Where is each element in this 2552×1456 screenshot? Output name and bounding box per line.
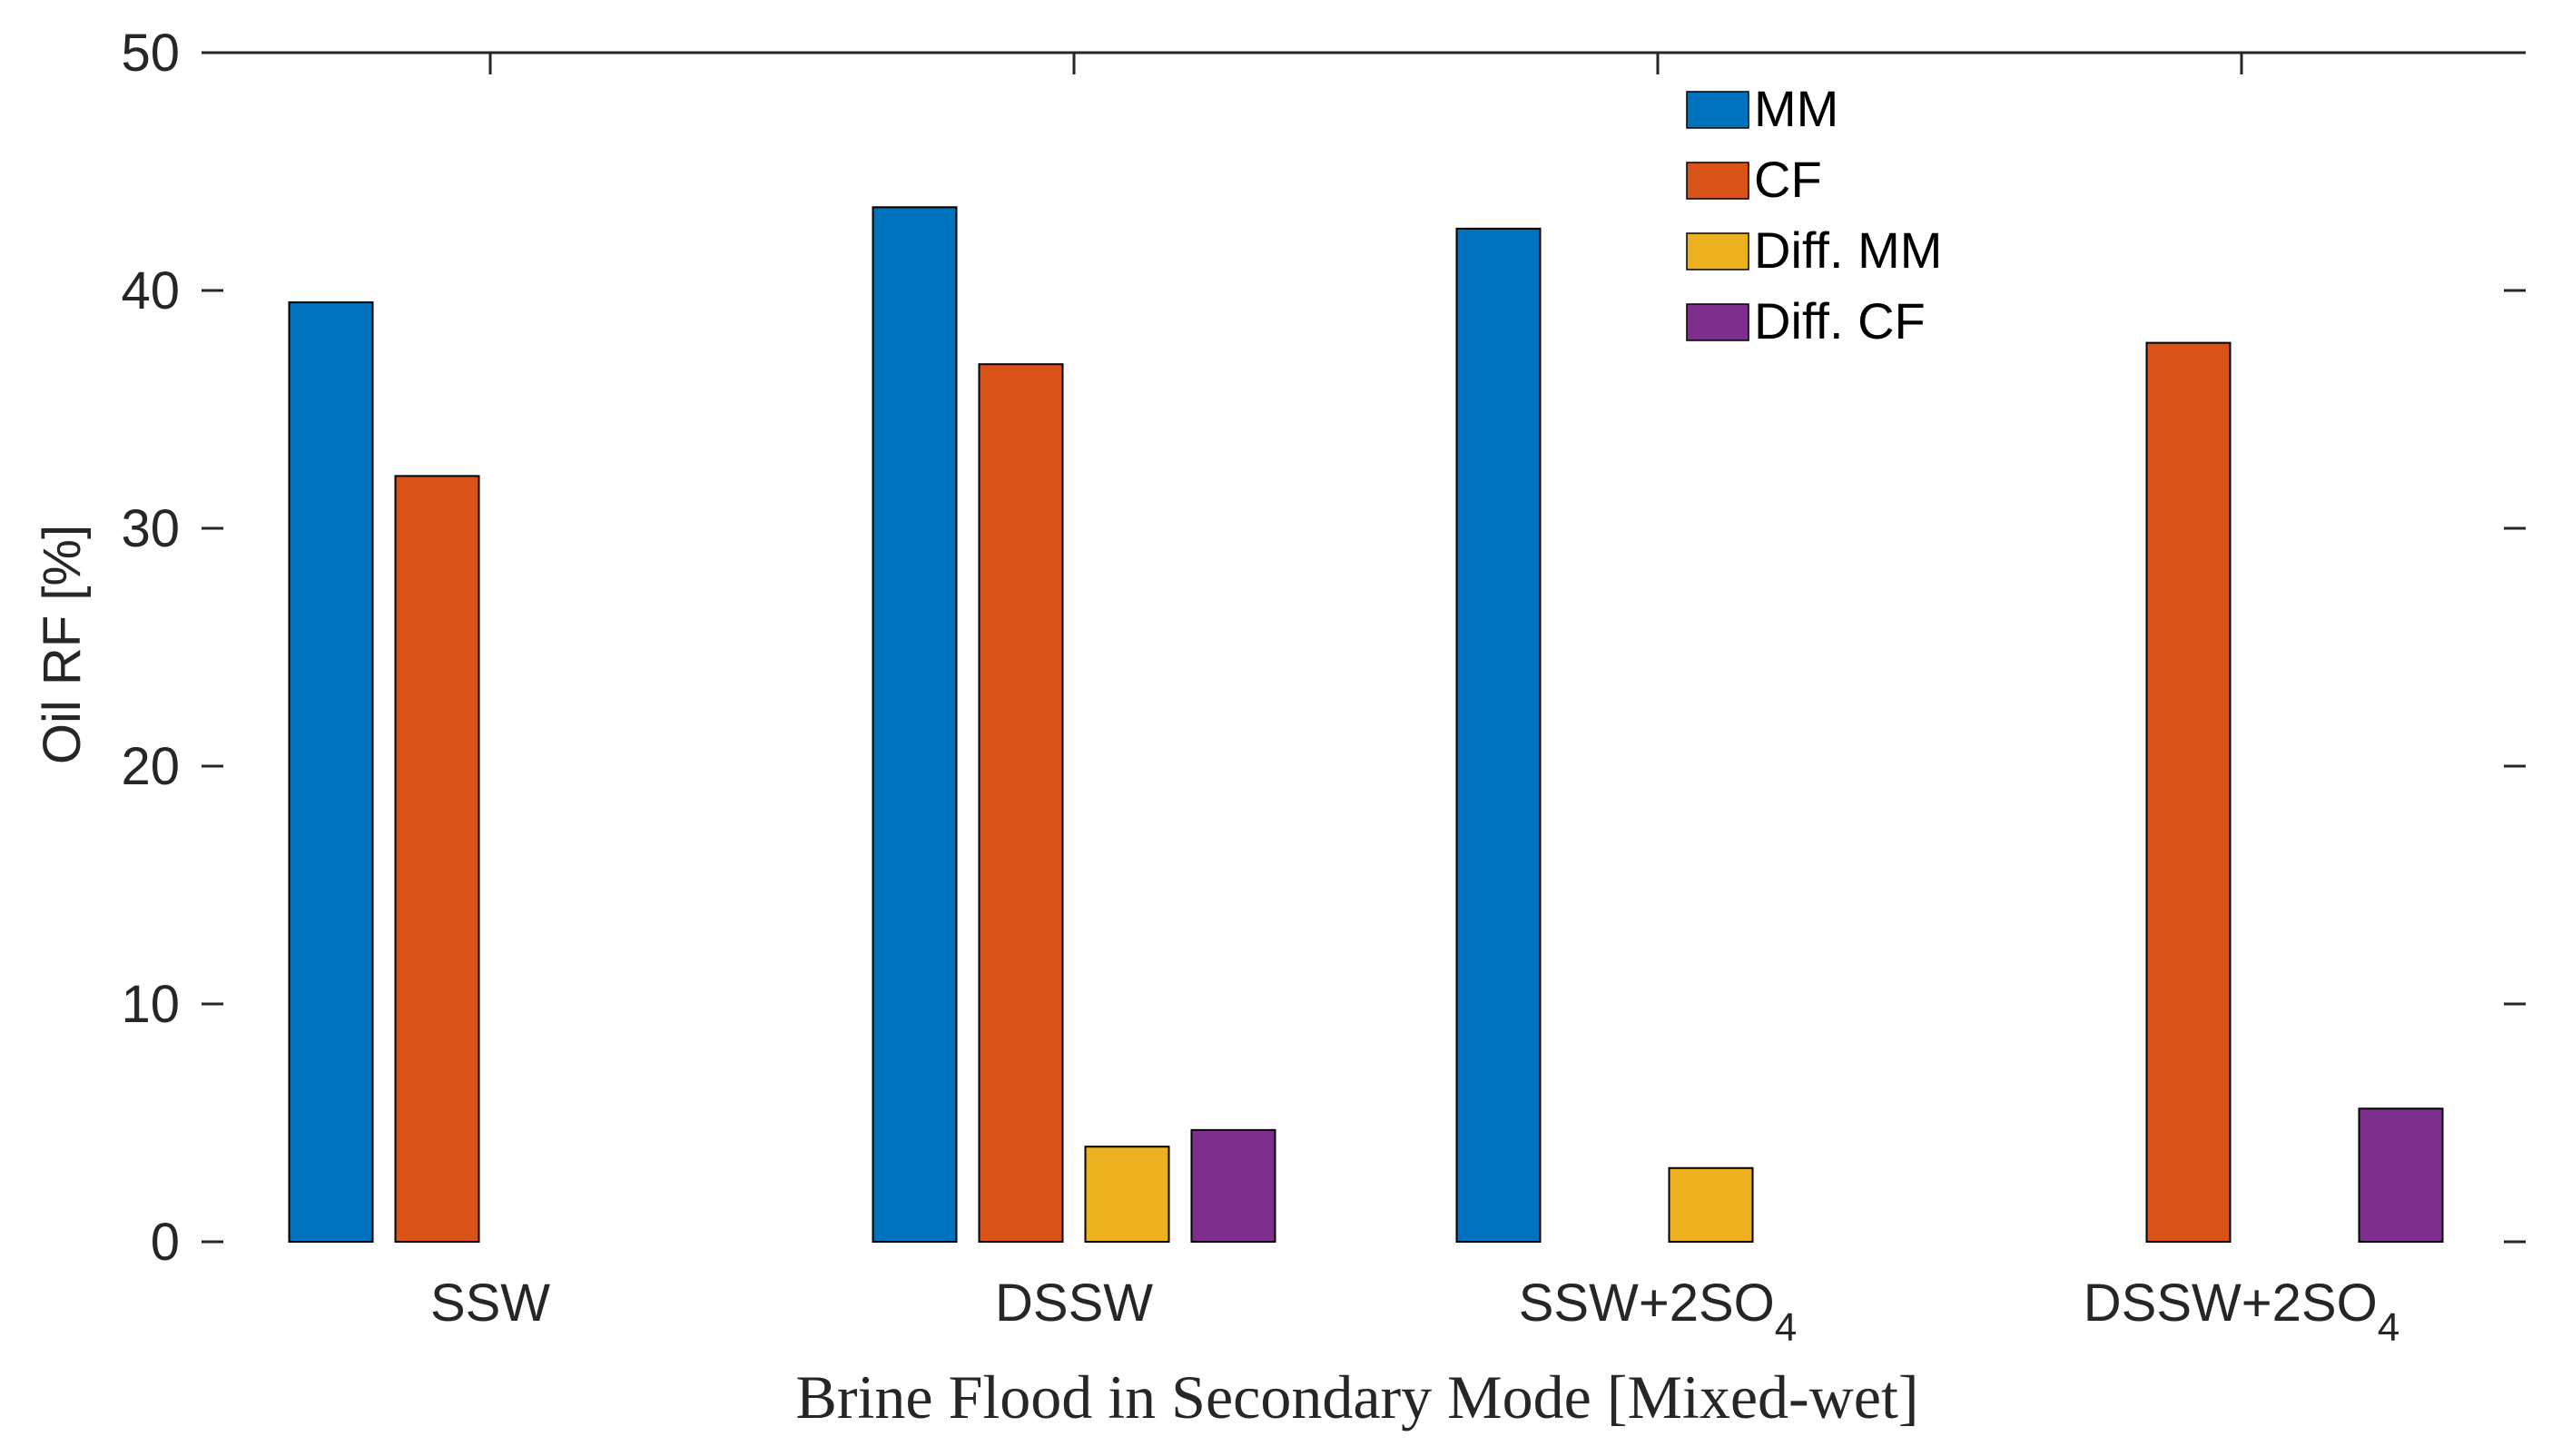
legend-label: CF [1754,151,1822,208]
legend-swatch [1686,232,1749,271]
y-tick-label: 20 [121,737,180,796]
bar-diff-cf-4 [2358,1107,2444,1244]
bars [288,206,2444,1244]
tick-labels: 0 10 20 30 40 50 SSW DSSW SSW+2SO4 DSSW+2SO4 [121,24,2399,1350]
bar-diff-mm-2 [1084,1146,1170,1243]
legend-swatch [1686,162,1749,200]
bar-cf-2 [978,363,1064,1244]
axes [202,51,2526,1244]
y-tick-label: 0 [151,1213,180,1272]
y-tick-label: 40 [121,261,180,320]
legend-label: Diff. CF [1754,292,1926,349]
bar-mm-2 [872,206,958,1243]
x-tick-label: DSSW [995,1274,1153,1333]
x-axis-label: Brine Flood in Secondary Mode [Mixed-wet… [796,1363,1919,1431]
bar-mm-3 [1455,227,1542,1243]
legend-swatch [1686,91,1749,129]
bar-diff-mm-3 [1668,1166,1754,1244]
y-tick-label: 50 [121,24,180,83]
legend-swatch [1686,303,1749,341]
bar-cf-4 [2145,341,2232,1243]
legend-label: MM [1754,80,1838,137]
x-tick-label: DSSW+2SO4 [2084,1274,2399,1350]
legend-label: Diff. MM [1754,221,1942,279]
x-tick-label: SSW+2SO4 [1519,1274,1798,1350]
legend: MM CF Diff. MM Diff. CF [1686,80,1942,349]
y-axis-label: Oil RF [%] [33,525,92,764]
bar-mm-1 [288,301,374,1244]
bar-diff-cf-2 [1190,1128,1276,1243]
bar-cf-1 [394,475,480,1243]
x-tick-label: SSW [430,1274,550,1333]
y-tick-label: 30 [121,499,180,558]
y-tick-label: 10 [121,975,180,1034]
